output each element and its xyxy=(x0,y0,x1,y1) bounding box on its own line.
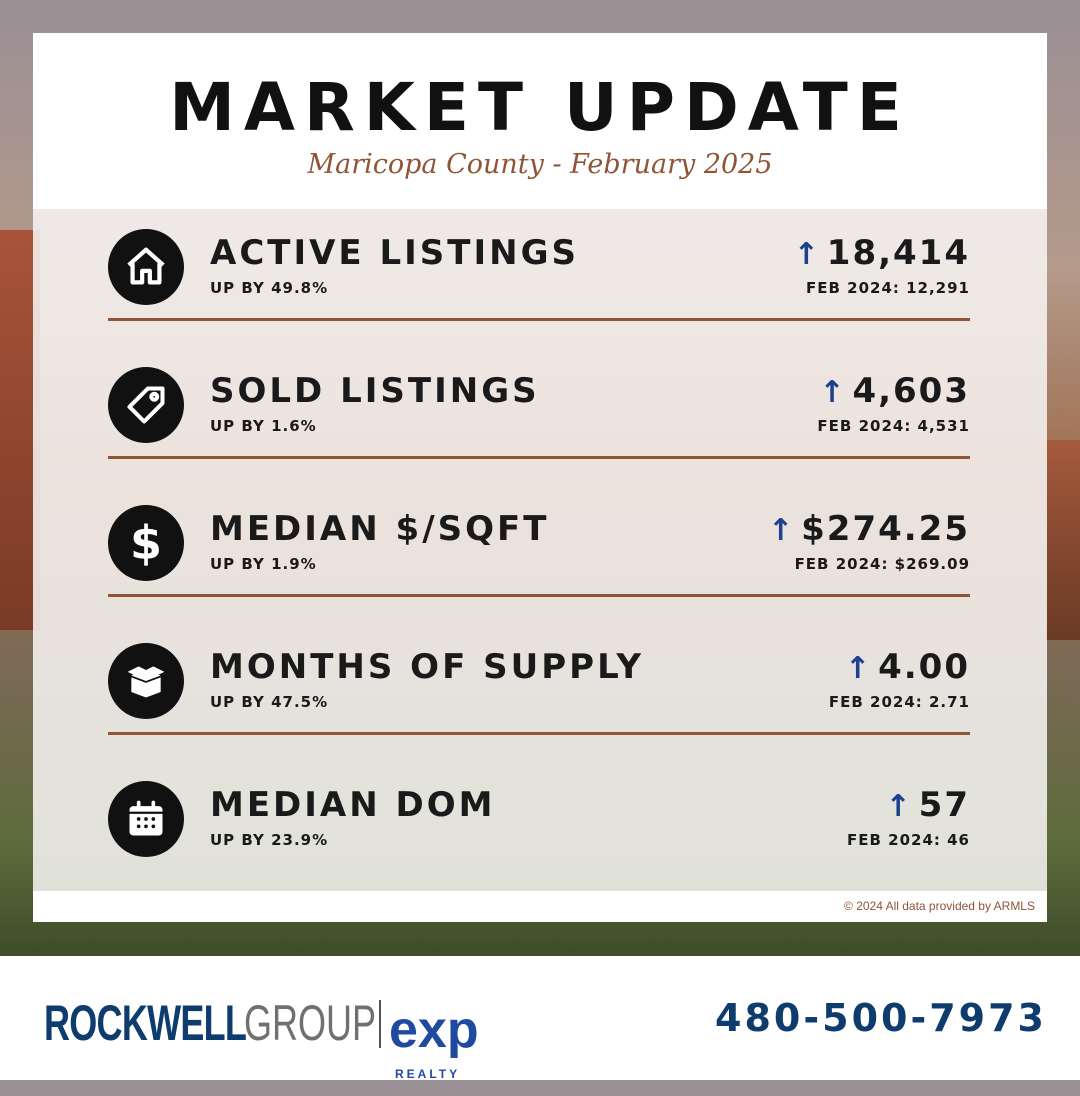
logo-exp: exp REALTY xyxy=(389,1004,479,1081)
arrow-up-icon: ↑ xyxy=(844,651,873,686)
stat-previous: FEB 2024: 4,531 xyxy=(817,417,970,435)
logo-divider xyxy=(379,1000,381,1048)
stats-panel: ACTIVE LISTINGS UP BY 49.8% ↑ 18,414 FEB … xyxy=(33,209,1047,891)
stat-value-text: 57 xyxy=(918,785,970,825)
stat-value: ↑ 57 xyxy=(886,785,970,825)
stat-label: MEDIAN $/SQFT xyxy=(210,509,550,549)
stat-value: ↑ 4.00 xyxy=(845,647,970,687)
stat-previous: FEB 2024: $269.09 xyxy=(794,555,970,573)
divider xyxy=(108,594,970,597)
stat-row: SOLD LISTINGS UP BY 1.6% ↑ 4,603 FEB 2024… xyxy=(108,347,970,459)
tag-icon xyxy=(108,367,184,443)
stat-value-text: 4,603 xyxy=(852,371,970,411)
stat-previous: FEB 2024: 12,291 xyxy=(805,279,970,297)
brand-logo: ROCKWELL GROUP exp REALTY xyxy=(44,992,479,1081)
stat-change: UP BY 1.6% xyxy=(210,417,317,435)
stat-row: ACTIVE LISTINGS UP BY 49.8% ↑ 18,414 FEB … xyxy=(108,209,970,321)
logo-group: GROUP xyxy=(244,995,377,1051)
stat-label: MONTHS OF SUPPLY xyxy=(210,647,645,687)
calendar-icon xyxy=(108,781,184,857)
page-title: MARKET UPDATE xyxy=(169,69,911,146)
stat-previous: FEB 2024: 2.71 xyxy=(828,693,970,711)
stat-value-text: 4.00 xyxy=(878,647,970,687)
stat-change: UP BY 49.8% xyxy=(210,279,329,297)
page-subtitle: Maricopa County - February 2025 xyxy=(307,149,773,180)
arrow-up-icon: ↑ xyxy=(885,789,913,824)
box-icon xyxy=(108,643,184,719)
divider xyxy=(108,732,970,735)
stat-change: UP BY 47.5% xyxy=(210,693,329,711)
logo-rockwell: ROCKWELL xyxy=(44,995,247,1051)
logo-exp-text: exp xyxy=(389,1001,479,1059)
stat-row: $ MEDIAN $/SQFT UP BY 1.9% ↑ $274.25 FEB … xyxy=(108,485,970,597)
divider xyxy=(108,318,970,321)
credit-strip: © 2024 All data provided by ARMLS xyxy=(33,891,1047,922)
footer: ROCKWELL GROUP exp REALTY 480-500-7973 xyxy=(0,956,1080,1081)
stat-row: MEDIAN DOM UP BY 23.9% ↑ 57 FEB 2024: 46 xyxy=(108,761,970,871)
data-credit: © 2024 All data provided by ARMLS xyxy=(844,899,1035,913)
house-icon xyxy=(108,229,184,305)
stat-label: SOLD LISTINGS xyxy=(210,371,540,411)
divider xyxy=(108,456,970,459)
stat-label: MEDIAN DOM xyxy=(210,785,496,825)
stat-label: ACTIVE LISTINGS xyxy=(210,233,579,273)
header-card: MARKET UPDATE Maricopa County - February… xyxy=(33,33,1047,209)
arrow-up-icon: ↑ xyxy=(768,513,796,548)
stat-previous: FEB 2024: 46 xyxy=(847,831,970,849)
stat-change: UP BY 1.9% xyxy=(210,555,317,573)
stat-value: ↑ 4,603 xyxy=(819,371,970,411)
stat-value-text: $274.25 xyxy=(801,509,970,549)
dollar-icon: $ xyxy=(108,505,184,581)
stat-value-text: 18,414 xyxy=(826,233,970,273)
stat-change: UP BY 23.9% xyxy=(210,831,329,849)
stat-row: MONTHS OF SUPPLY UP BY 47.5% ↑ 4.00 FEB 2… xyxy=(108,623,970,735)
arrow-up-icon: ↑ xyxy=(819,375,847,410)
stat-value: ↑ 18,414 xyxy=(794,233,970,273)
background-photo-rock xyxy=(1046,440,1080,640)
stat-value: ↑ $274.25 xyxy=(768,509,970,549)
logo-realty: REALTY xyxy=(395,1067,461,1081)
phone-number: 480-500-7973 xyxy=(715,996,1047,1040)
arrow-up-icon: ↑ xyxy=(793,237,821,272)
